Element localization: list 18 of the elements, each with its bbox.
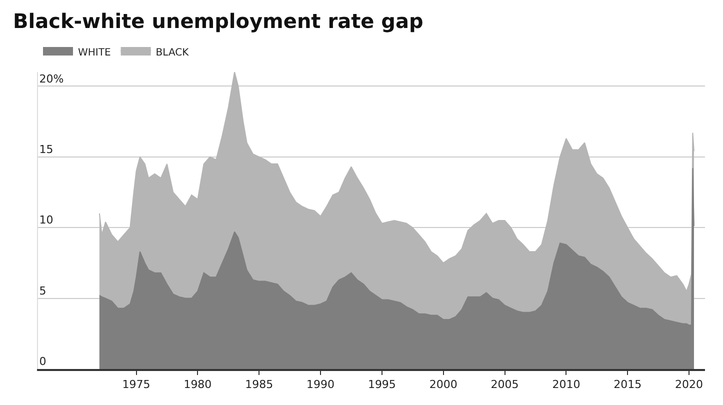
y-tick-label: 15 xyxy=(39,143,54,156)
x-tick-label: 2005 xyxy=(490,378,519,392)
x-tick-label: 1995 xyxy=(368,378,396,392)
legend-label: WHITE xyxy=(78,47,111,58)
y-tick-label: 20% xyxy=(39,72,64,86)
y-tick-label: 0 xyxy=(39,355,46,368)
x-tick-label: 2020 xyxy=(675,378,704,392)
x-tick-label: 2010 xyxy=(552,378,580,392)
legend-label: BLACK xyxy=(156,47,190,58)
x-tick-label: 1980 xyxy=(184,378,212,392)
chart-title: Black-white unemployment rate gap xyxy=(13,9,424,34)
x-tick-label: 1975 xyxy=(122,378,150,392)
x-tick-label: 2015 xyxy=(614,378,642,392)
x-tick-label: 1985 xyxy=(245,378,274,392)
x-tick-label: 2000 xyxy=(429,378,458,392)
y-tick-label: 5 xyxy=(39,284,46,298)
y-tick-label: 10 xyxy=(39,214,54,227)
x-tick-label: 1990 xyxy=(306,378,335,392)
